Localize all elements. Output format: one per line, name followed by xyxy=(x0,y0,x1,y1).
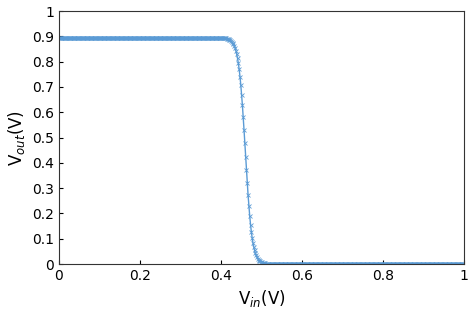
Y-axis label: V$_{out}$(V): V$_{out}$(V) xyxy=(6,110,27,166)
X-axis label: V$_{in}$(V): V$_{in}$(V) xyxy=(237,289,285,309)
